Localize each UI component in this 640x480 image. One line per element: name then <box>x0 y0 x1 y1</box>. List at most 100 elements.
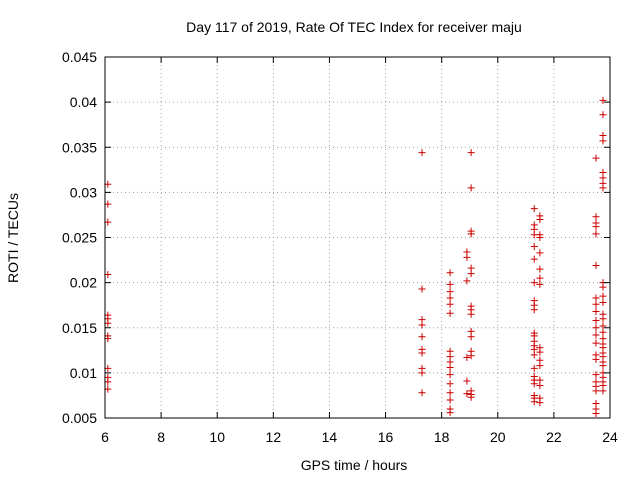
y-axis-ticks: 0.005 0.01 0.015 0.02 0.025 0.03 0.035 0.04 0.04… <box>62 49 610 426</box>
data-point <box>418 333 426 341</box>
data-point <box>592 261 600 269</box>
data-point <box>446 280 454 288</box>
x-tick-label: 6 <box>101 429 109 445</box>
data-point <box>530 243 538 251</box>
data-point <box>463 390 471 398</box>
y-tick-label: 0.025 <box>62 230 97 246</box>
data-point <box>592 331 600 339</box>
data-point <box>418 369 426 377</box>
data-point <box>446 396 454 404</box>
data-point <box>592 371 600 379</box>
data-point <box>463 253 471 261</box>
data-point <box>592 154 600 162</box>
x-tick-label: 18 <box>434 429 450 445</box>
data-point <box>467 352 475 360</box>
data-point <box>536 234 544 241</box>
y-axis-label: ROTI / TECUs <box>5 193 21 283</box>
data-point <box>446 288 454 296</box>
x-tick-label: 10 <box>209 429 225 445</box>
chart-title: Day 117 of 2019, Rate Of TEC Index for r… <box>186 19 522 35</box>
data-point <box>418 389 426 397</box>
data-point <box>446 300 454 308</box>
data-point <box>530 205 538 213</box>
x-tick-label: 8 <box>157 429 165 445</box>
data-point <box>446 294 454 302</box>
data-point <box>536 348 544 356</box>
data-point <box>530 380 538 388</box>
y-tick-label: 0.045 <box>62 49 97 65</box>
data-point <box>463 377 471 385</box>
data-point <box>599 283 607 291</box>
data-point <box>592 324 600 332</box>
data-point <box>536 280 544 288</box>
data-point <box>446 309 454 317</box>
y-tick-label: 0.035 <box>62 139 97 155</box>
data-point <box>418 349 426 357</box>
y-tick-label: 0.015 <box>62 320 97 336</box>
data-point <box>592 409 600 417</box>
data-point <box>599 292 607 300</box>
data-point <box>599 137 607 145</box>
data-point <box>592 223 600 231</box>
data-point <box>536 362 544 370</box>
data-point <box>467 333 475 341</box>
data-point <box>467 230 475 238</box>
grid-lines <box>105 57 610 418</box>
data-point <box>592 230 600 238</box>
y-tick-label: 0.03 <box>70 184 97 200</box>
data-point <box>446 371 454 379</box>
y-tick-label: 0.005 <box>62 410 97 426</box>
y-tick-label: 0.01 <box>70 365 97 381</box>
x-tick-label: 14 <box>322 429 338 445</box>
data-point <box>446 409 454 417</box>
x-tick-label: 20 <box>490 429 506 445</box>
data-points <box>104 96 607 417</box>
x-tick-label: 12 <box>266 429 282 445</box>
data-point <box>446 380 454 388</box>
x-tick-label: 24 <box>602 429 618 445</box>
data-point <box>592 308 600 316</box>
data-point <box>530 351 538 359</box>
data-point <box>599 322 607 330</box>
data-point <box>536 382 544 390</box>
x-axis-ticks: 6 8 10 12 14 16 18 20 22 24 <box>101 57 618 445</box>
data-point <box>418 321 426 329</box>
data-point <box>536 215 544 223</box>
data-point <box>599 315 607 323</box>
data-point <box>599 184 607 192</box>
data-point <box>530 364 538 372</box>
data-point <box>446 269 454 277</box>
y-tick-label: 0.04 <box>70 94 97 110</box>
data-point <box>463 354 471 362</box>
data-point <box>467 310 475 318</box>
data-point <box>599 362 607 370</box>
data-point <box>418 285 426 293</box>
x-tick-label: 16 <box>378 429 394 445</box>
data-point <box>599 96 607 104</box>
data-point <box>530 279 538 287</box>
data-point <box>536 399 544 407</box>
data-point <box>530 306 538 314</box>
data-point <box>592 387 600 395</box>
data-point <box>536 249 544 257</box>
data-point <box>599 298 607 306</box>
data-point <box>418 149 426 157</box>
data-point <box>446 363 454 371</box>
data-point <box>536 265 544 273</box>
data-point <box>467 184 475 192</box>
data-point <box>592 213 600 221</box>
data-point <box>592 339 600 347</box>
data-point <box>599 387 607 395</box>
data-point <box>592 294 600 302</box>
data-point <box>446 389 454 397</box>
data-point <box>592 355 600 363</box>
data-point <box>467 149 475 157</box>
y-tick-label: 0.02 <box>70 275 97 291</box>
x-tick-label: 22 <box>546 429 562 445</box>
data-point <box>536 274 544 282</box>
x-axis-label: GPS time / hours <box>301 457 408 473</box>
data-point <box>599 111 607 119</box>
data-point <box>467 393 475 401</box>
data-point <box>530 255 538 263</box>
